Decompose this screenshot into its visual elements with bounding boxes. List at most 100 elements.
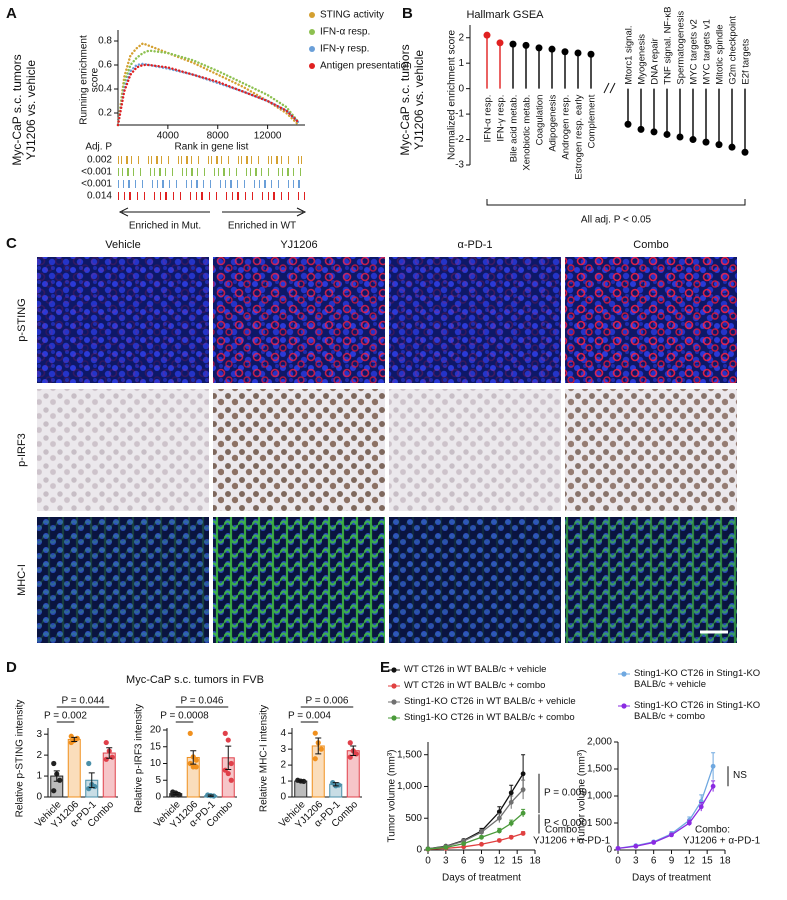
data-point xyxy=(86,786,92,792)
note: YJ1206 + α-PD-1 xyxy=(533,836,611,847)
row-label: MHC-I xyxy=(16,564,28,596)
data-point xyxy=(479,834,484,840)
enrichment-line xyxy=(116,42,300,127)
data-point xyxy=(520,771,526,777)
category-label: Bile acid metab. xyxy=(509,95,520,163)
y-tick-label: 2 xyxy=(280,760,286,771)
lollipop-head xyxy=(702,138,710,146)
column-header: YJ1206 xyxy=(280,239,317,251)
lollipop-head xyxy=(522,41,530,49)
legend-label: Antigen presentation xyxy=(320,61,412,72)
data-point xyxy=(225,737,231,743)
x-tick-label: 12000 xyxy=(254,131,282,142)
error-bar xyxy=(53,770,60,782)
x-label: Days of treatment xyxy=(632,873,711,884)
data-point xyxy=(496,815,502,821)
category-label: Xenobiotic metab. xyxy=(522,95,533,171)
x-tick-label: 9 xyxy=(479,856,485,867)
legend-marker xyxy=(309,12,315,18)
x-label: Days of treatment xyxy=(442,873,521,884)
data-point xyxy=(312,730,318,736)
y-tick-label: 0 xyxy=(458,83,464,94)
stain-overlay xyxy=(37,517,209,643)
lollipop-head xyxy=(561,48,569,56)
data-point xyxy=(686,820,692,826)
row-label: p-STING xyxy=(16,298,28,341)
y-label: Tumor volume (mm³) xyxy=(577,750,588,843)
data-point xyxy=(508,790,514,796)
side-label: Myc-CaP s.c. tumors xyxy=(10,54,24,165)
legend-entry: Sting1-KO CT26 in WT BALB/c + vehicle xyxy=(404,696,576,707)
legend-label: Sting1-KO CT26 in Sting1-KO BALB/c + veh… xyxy=(634,668,761,690)
legend-marker xyxy=(309,46,315,52)
legend-entry: Sting1-KO CT26 in Sting1-KO BALB/c + veh… xyxy=(634,668,761,690)
enrichment-line xyxy=(116,63,300,127)
panel-letter: D xyxy=(6,659,17,676)
data-point xyxy=(633,843,639,849)
y-tick-label: 3 xyxy=(36,729,42,740)
data-point xyxy=(651,840,657,845)
y-tick-label: 20 xyxy=(150,725,162,736)
y-tick-label: -3 xyxy=(455,160,464,171)
y-tick-label: 0.6 xyxy=(98,60,112,71)
data-point xyxy=(461,841,467,847)
data-point xyxy=(520,810,526,816)
data-point xyxy=(698,804,704,810)
legend-entry: WT CT26 in WT BALB/c + vehicle xyxy=(404,664,546,675)
y-tick-label: 0 xyxy=(416,845,422,856)
legend-label: IFN-α resp. xyxy=(320,27,370,38)
data-point xyxy=(92,783,98,790)
data-point xyxy=(86,760,92,767)
row-label: p-IRF3 xyxy=(16,433,28,467)
legend-entry: WT CT26 in WT BALB/c + combo xyxy=(404,680,545,691)
y-tick-label: 2 xyxy=(36,750,42,761)
lollipop-head xyxy=(676,133,684,141)
data-point xyxy=(496,838,502,843)
category-label: Adipogenesis xyxy=(548,94,559,151)
x-tick-label: 15 xyxy=(702,856,714,867)
y-tick-label: 1 xyxy=(36,771,42,782)
x-tick-label: 3 xyxy=(633,856,639,867)
x-tick-label: 18 xyxy=(529,856,541,867)
y-tick-label: -2 xyxy=(455,134,464,145)
error-bar xyxy=(315,737,322,755)
stain-overlay xyxy=(37,257,209,383)
arrow-label: Enriched in Mut. xyxy=(129,221,201,232)
category-label: MYC targets v1 xyxy=(702,19,713,84)
legend-label: IFN-γ resp. xyxy=(320,44,369,55)
category-label: Spermatogenesis xyxy=(676,10,687,84)
stain-overlay xyxy=(389,389,561,511)
data-point xyxy=(347,740,353,746)
category-label: IFN-γ resp. xyxy=(496,95,507,142)
x-tick-label: 0 xyxy=(615,856,621,867)
data-point xyxy=(193,757,199,763)
error-bar xyxy=(172,792,179,796)
column-header: Vehicle xyxy=(105,239,140,251)
data-point xyxy=(103,739,109,746)
category-label: Estrogen resp. early xyxy=(574,94,585,179)
x-label: Rank in gene list xyxy=(175,142,249,153)
legend-label: STING activity xyxy=(320,10,384,21)
data-point xyxy=(710,763,716,769)
error-bar xyxy=(297,779,304,783)
y-tick-label: 0.4 xyxy=(98,84,112,95)
legend-marker xyxy=(621,703,627,709)
lollipop-head xyxy=(574,49,582,57)
category-label: Complement xyxy=(587,94,598,148)
lollipop-head xyxy=(624,120,632,128)
axis-break xyxy=(603,82,616,94)
panel-letter: B xyxy=(402,5,413,22)
panel-letter: A xyxy=(6,5,17,22)
data-point xyxy=(187,760,193,767)
enrichment-line xyxy=(116,62,300,127)
y-tick-label: 2 xyxy=(458,32,464,43)
legend-marker xyxy=(391,699,397,705)
error-bar xyxy=(106,747,113,759)
y-tick-label: -1 xyxy=(455,109,464,120)
y-tick-label: 15 xyxy=(150,741,162,752)
legend-marker xyxy=(309,63,315,69)
y-tick-label: 0.8 xyxy=(98,36,112,47)
y-label: Normalized enrichment score xyxy=(447,30,458,160)
data-point xyxy=(68,739,74,746)
